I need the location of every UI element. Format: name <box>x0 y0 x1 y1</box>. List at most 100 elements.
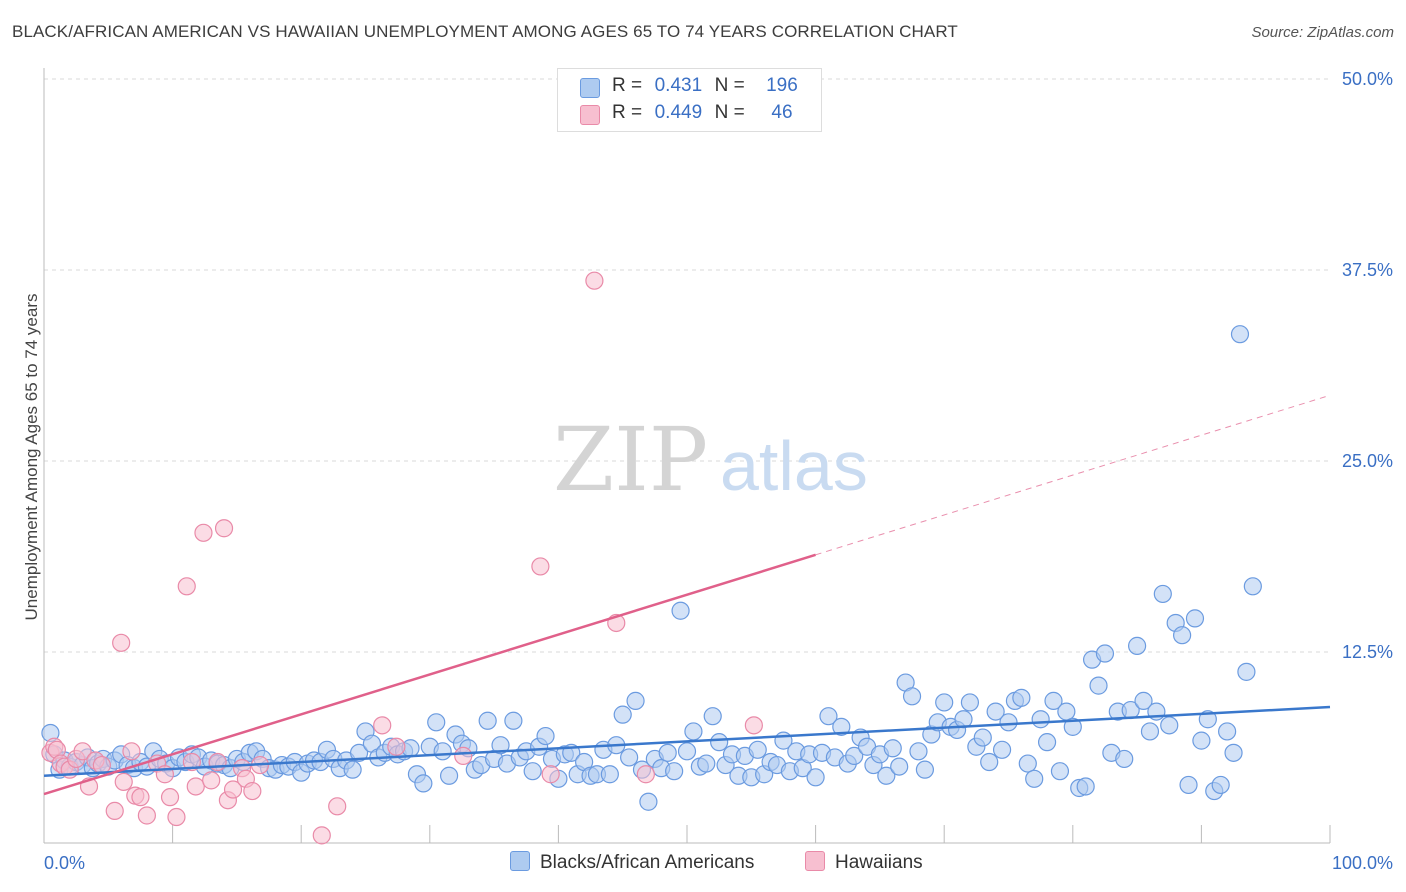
hawaiians-point <box>223 780 243 799</box>
blacks-point <box>1230 325 1250 344</box>
blacks-point <box>960 693 980 712</box>
hawaiians-point <box>92 755 111 775</box>
blacks-point <box>1185 609 1205 628</box>
blue-n-label: N = <box>714 75 745 96</box>
stats-legend: R = 0.431 N = 196 R = 0.449 N = 46 <box>557 68 822 132</box>
hawaiians-legend-label: Hawaiians <box>835 852 923 873</box>
blacks-point <box>980 752 999 772</box>
hawaiians-point <box>112 633 131 652</box>
blacks-trend-line <box>43 705 1331 778</box>
blacks-point <box>806 768 825 787</box>
y-axis-title: Unemployment Among Ages 65 to 74 years <box>22 294 41 621</box>
blacks-point <box>1160 716 1179 735</box>
blacks-point <box>504 711 523 730</box>
source-label: Source: ZipAtlas.com <box>1251 24 1394 41</box>
blacks-point <box>1044 691 1063 710</box>
blue-r-label: R = <box>612 75 643 96</box>
hawaiians-point <box>160 788 180 807</box>
blacks-point <box>1115 749 1134 769</box>
blacks-point <box>491 736 510 755</box>
blacks-point <box>915 760 935 779</box>
blacks-legend-label: Blacks/African Americans <box>540 852 755 873</box>
blacks-point <box>1218 722 1237 741</box>
data-points <box>41 271 1262 845</box>
blacks-point <box>684 722 703 741</box>
blacks-point <box>1211 775 1230 795</box>
hawaiians-point <box>73 742 92 761</box>
blacks-point <box>620 748 639 767</box>
hawaiians-point <box>105 801 124 821</box>
blacks-point <box>1063 717 1082 736</box>
blacks-point <box>639 792 658 811</box>
hawaiians-point <box>373 716 392 735</box>
blacks-point <box>1050 762 1070 781</box>
hawaiians-point <box>454 746 473 766</box>
blacks-point <box>1134 691 1153 710</box>
pink-r-label: R = <box>612 102 643 123</box>
x-tick-label-max: 100.0% <box>1332 853 1393 873</box>
hawaiians-point <box>202 771 221 790</box>
blacks-point <box>992 740 1012 759</box>
hawaiians-point <box>744 716 763 735</box>
blacks-point <box>626 691 645 710</box>
blacks-point <box>439 766 459 785</box>
trend-lines <box>43 394 1331 796</box>
hawaiians-point <box>243 781 262 801</box>
blacks-point <box>819 707 838 726</box>
y-tick-label: 37.5% <box>1342 260 1393 280</box>
hawaiians-point <box>194 523 213 542</box>
y-tick-label: 25.0% <box>1342 451 1393 471</box>
blacks-point <box>703 707 722 726</box>
gridlines <box>44 78 1330 653</box>
blacks-point <box>427 713 446 732</box>
pink-n-value: 46 <box>771 102 793 123</box>
hawaiians-point <box>328 797 347 816</box>
blacks-point <box>1192 731 1211 750</box>
blacks-point <box>343 760 362 779</box>
hawaiians-point <box>531 557 550 576</box>
blacks-swatch <box>510 851 530 871</box>
pink-swatch <box>580 105 600 125</box>
hawaiians-point <box>122 742 141 761</box>
blacks-point <box>909 742 928 761</box>
blacks-point <box>1224 743 1243 762</box>
blacks-point <box>1037 733 1057 752</box>
x-tick-label-min: 0.0% <box>44 853 85 873</box>
blacks-point <box>1025 769 1044 788</box>
blacks-point <box>890 757 909 776</box>
hawaiians-point <box>312 826 331 845</box>
axes <box>43 68 1331 844</box>
watermark-atlas: atlas <box>720 427 868 505</box>
hawaiians-point <box>186 777 205 796</box>
blacks-point <box>414 774 433 793</box>
hawaiians-point <box>585 271 604 290</box>
hawaiians-point <box>541 765 560 784</box>
blue-n-value: 196 <box>766 75 798 96</box>
blacks-point <box>1076 777 1095 796</box>
watermark: ZIP atlas <box>553 408 868 511</box>
blacks-point <box>1127 636 1147 655</box>
blacks-point <box>697 754 716 773</box>
hawaiians-point <box>636 765 655 784</box>
blacks-point <box>677 742 697 761</box>
blacks-point <box>671 601 690 620</box>
blacks-point <box>986 702 1005 721</box>
blacks-point <box>1237 662 1256 681</box>
blacks-point <box>600 765 619 784</box>
hawaiians-trend-extension <box>815 394 1331 556</box>
blacks-point <box>748 740 767 759</box>
blacks-point <box>613 705 632 724</box>
blacks-point <box>832 717 851 736</box>
blacks-point <box>1243 577 1262 596</box>
blacks-point <box>973 728 992 747</box>
hawaiians-point <box>131 788 150 807</box>
pink-r-value: 0.449 <box>654 102 703 123</box>
blacks-point <box>349 743 369 762</box>
hawaiians-point <box>182 752 201 772</box>
hawaiians-point <box>137 806 156 825</box>
blacks-point <box>1057 702 1076 721</box>
y-tick-label: 50.0% <box>1342 69 1393 89</box>
legend-item-hawaiians: Hawaiians <box>805 851 923 874</box>
blacks-point <box>710 733 729 752</box>
axis-labels: 12.5% 25.0% 37.5% 50.0% 0.0% 100.0% Unemployme… <box>22 69 1393 873</box>
